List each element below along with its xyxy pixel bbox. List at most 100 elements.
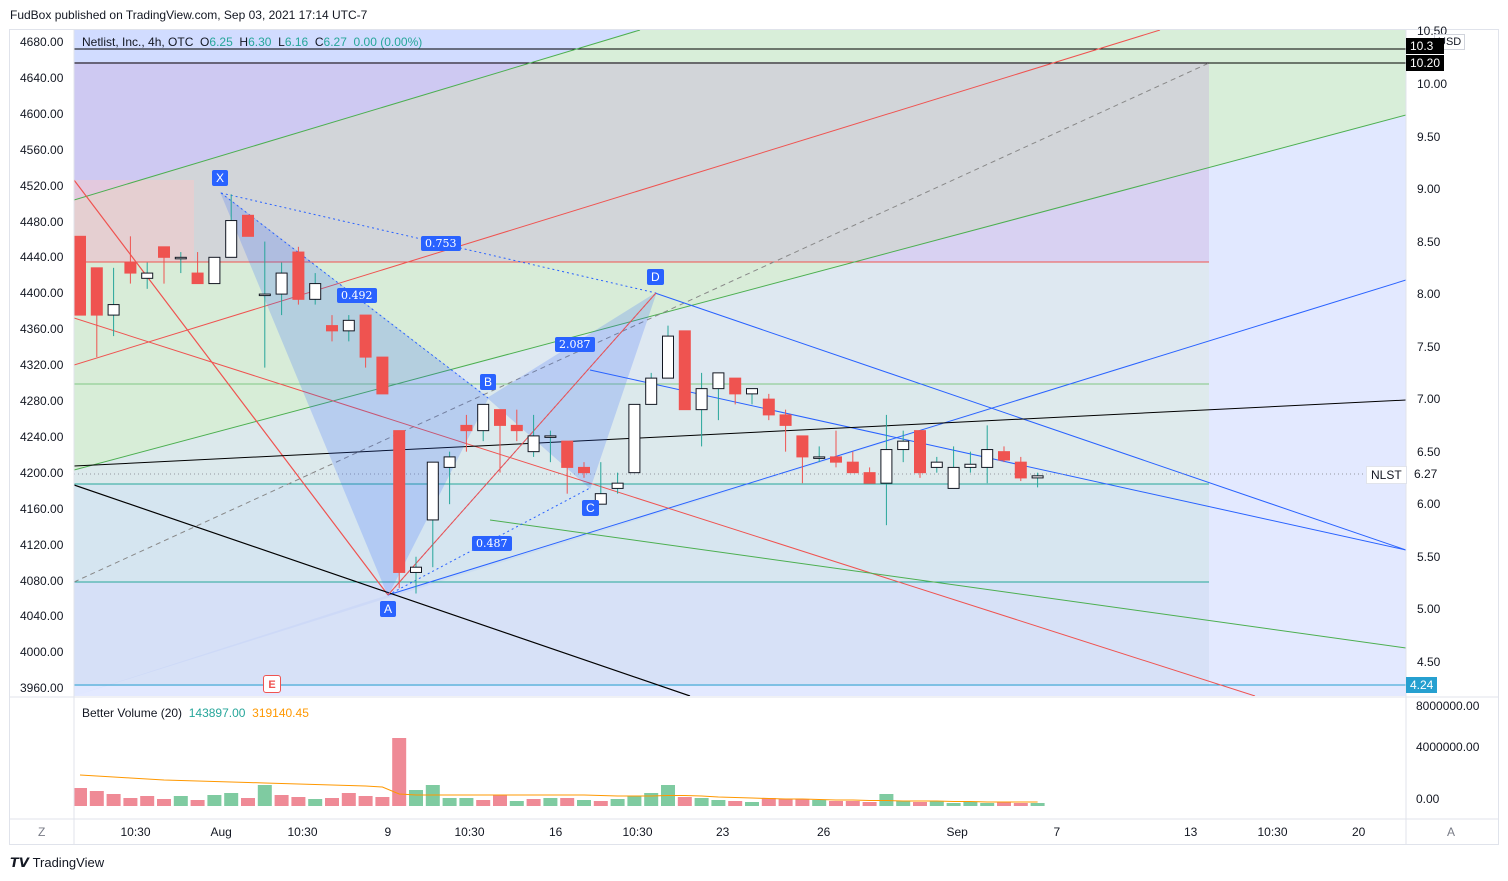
volume-axis-tick: 0.00 bbox=[1416, 792, 1440, 806]
candle bbox=[662, 335, 674, 379]
right-axis-tick: 6.50 bbox=[1417, 444, 1441, 459]
volume-bar bbox=[476, 800, 491, 806]
point-a-label: A bbox=[380, 601, 397, 617]
earnings-icon[interactable]: E bbox=[263, 675, 281, 693]
right-axis-tick: 7.00 bbox=[1417, 392, 1441, 407]
candle bbox=[594, 493, 607, 505]
time-axis-tick: 10:30 bbox=[454, 825, 485, 839]
time-axis-tick: 9 bbox=[384, 825, 392, 839]
left-axis-tick: 4160.00 bbox=[20, 501, 64, 516]
candle bbox=[124, 262, 137, 274]
volume-bar bbox=[913, 802, 927, 806]
candle bbox=[813, 456, 826, 459]
candle bbox=[712, 372, 725, 390]
time-axis-tick: Aug bbox=[210, 825, 232, 839]
volume-bar bbox=[829, 801, 843, 806]
candle bbox=[578, 466, 590, 474]
point-d-label: D bbox=[647, 269, 664, 285]
time-axis-tick: 10:30 bbox=[287, 825, 318, 839]
time-axis-tick: 20 bbox=[1352, 825, 1366, 839]
candle bbox=[779, 414, 792, 426]
candle bbox=[158, 246, 170, 258]
time-axis-tick: Sep bbox=[946, 825, 968, 839]
volume-bar bbox=[728, 801, 743, 806]
candle bbox=[292, 251, 305, 300]
volume-bar bbox=[980, 803, 995, 806]
volume-bar bbox=[358, 796, 373, 806]
candle bbox=[527, 435, 540, 453]
ratio-label-xb: 0.753 bbox=[421, 236, 461, 251]
price-tag-second: 10.20 bbox=[1406, 55, 1445, 71]
right-axis-tick: 8.50 bbox=[1417, 234, 1441, 249]
fan-green-zone bbox=[74, 30, 1406, 470]
right-axis-tick: 5.00 bbox=[1417, 602, 1441, 617]
candle bbox=[443, 456, 456, 468]
range-box-upper bbox=[74, 62, 1209, 262]
candle bbox=[611, 482, 624, 489]
volume-bar bbox=[778, 799, 793, 806]
volume-bar bbox=[459, 798, 474, 806]
price-tag-bottom: 4.24 bbox=[1406, 677, 1438, 693]
point-x-label: X bbox=[212, 170, 229, 186]
volume-bar bbox=[241, 798, 255, 806]
volume-bar bbox=[644, 793, 659, 806]
left-axis-tick: 4440.00 bbox=[20, 250, 64, 265]
left-axis-tick: 4280.00 bbox=[20, 394, 64, 408]
nlst-label: NLST bbox=[1366, 466, 1407, 484]
volume-bar bbox=[509, 801, 524, 806]
volume-ma-line bbox=[79, 774, 1038, 803]
volume-bar bbox=[291, 797, 306, 806]
candle bbox=[326, 325, 338, 332]
volume-axis-tick: 8000000.00 bbox=[1416, 699, 1480, 713]
symbol-name: Netlist, Inc., 4h, OTC bbox=[82, 35, 194, 49]
volume-bar bbox=[577, 800, 591, 806]
volume-bar bbox=[173, 796, 188, 806]
volume-bar bbox=[593, 801, 608, 806]
time-axis-tick: 7 bbox=[1053, 825, 1061, 839]
volume-bar bbox=[711, 800, 726, 806]
candle bbox=[74, 235, 86, 316]
left-axis-tick: 4680.00 bbox=[20, 35, 64, 49]
candle bbox=[208, 256, 221, 285]
volume-bar bbox=[946, 803, 961, 806]
time-axis-tick: 10:30 bbox=[120, 825, 151, 839]
left-axis-tick: 4400.00 bbox=[20, 286, 64, 301]
candle bbox=[880, 449, 893, 484]
right-axis-tick: 9.00 bbox=[1417, 182, 1441, 197]
right-axis-tick: 7.50 bbox=[1417, 339, 1441, 354]
volume-bar bbox=[157, 799, 171, 806]
range-box-red bbox=[74, 180, 194, 262]
point-b-label: B bbox=[480, 374, 497, 390]
right-axis-tick: 9.50 bbox=[1417, 129, 1441, 144]
left-axis-tick: 4360.00 bbox=[20, 322, 64, 337]
left-axis-tick: 3960.00 bbox=[20, 681, 64, 696]
candle bbox=[678, 330, 691, 411]
candle bbox=[628, 403, 641, 474]
left-axis-tick: 4120.00 bbox=[20, 537, 64, 552]
left-axis-tick: 4640.00 bbox=[20, 70, 64, 85]
right-axis-tick: 10.00 bbox=[1417, 77, 1448, 91]
volume-bar bbox=[896, 801, 911, 806]
ratio-label-bd: 2.087 bbox=[555, 337, 595, 352]
left-axis-tick: 4000.00 bbox=[20, 645, 64, 660]
auto-scale-button[interactable]: A bbox=[1447, 825, 1456, 839]
volume-bar bbox=[1030, 803, 1045, 806]
tradingview-logo-icon: 𝙏𝙑 bbox=[10, 855, 29, 870]
volume-axis-tick: 4000000.00 bbox=[1416, 740, 1480, 754]
price-tag-top: 10.3 bbox=[1406, 38, 1444, 54]
nlst-price-tag: 6.27 bbox=[1410, 466, 1442, 482]
change-value: 0.00 (0.00%) bbox=[353, 35, 423, 49]
volume-bar bbox=[190, 800, 205, 806]
volume-bar bbox=[929, 801, 944, 806]
time-axis-tick: 13 bbox=[1184, 825, 1198, 839]
volume-bar bbox=[74, 788, 87, 806]
right-axis-tick: 5.50 bbox=[1417, 549, 1441, 564]
candle bbox=[376, 356, 389, 395]
candle bbox=[477, 403, 490, 432]
zoom-button[interactable]: Z bbox=[38, 825, 46, 839]
volume-bar bbox=[812, 800, 827, 806]
right-axis-tick: 6.00 bbox=[1417, 497, 1441, 512]
left-axis-tick: 4080.00 bbox=[20, 573, 64, 588]
candle bbox=[964, 463, 977, 468]
